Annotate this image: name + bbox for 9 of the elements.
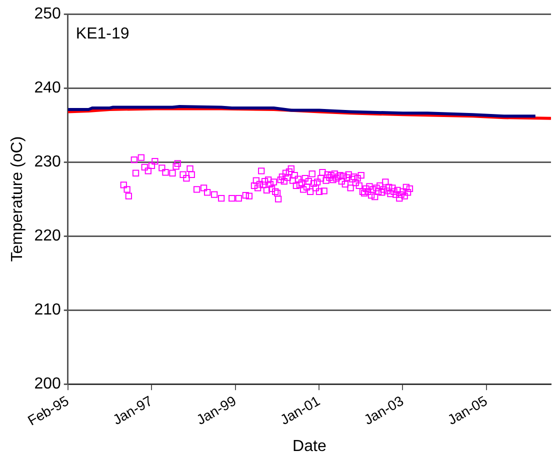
y-tick-label: 210 (34, 301, 61, 318)
y-axis-title: Temperature (oC) (9, 136, 26, 262)
y-tick-label: 220 (34, 227, 61, 244)
text: KE1-19 (76, 25, 130, 42)
y-tick-label: 240 (34, 79, 61, 96)
x-axis-title: Date (292, 438, 326, 455)
y-tick-label: 200 (34, 375, 61, 392)
y-tick-label: 230 (34, 153, 61, 170)
y-tick-label: 250 (34, 5, 61, 22)
